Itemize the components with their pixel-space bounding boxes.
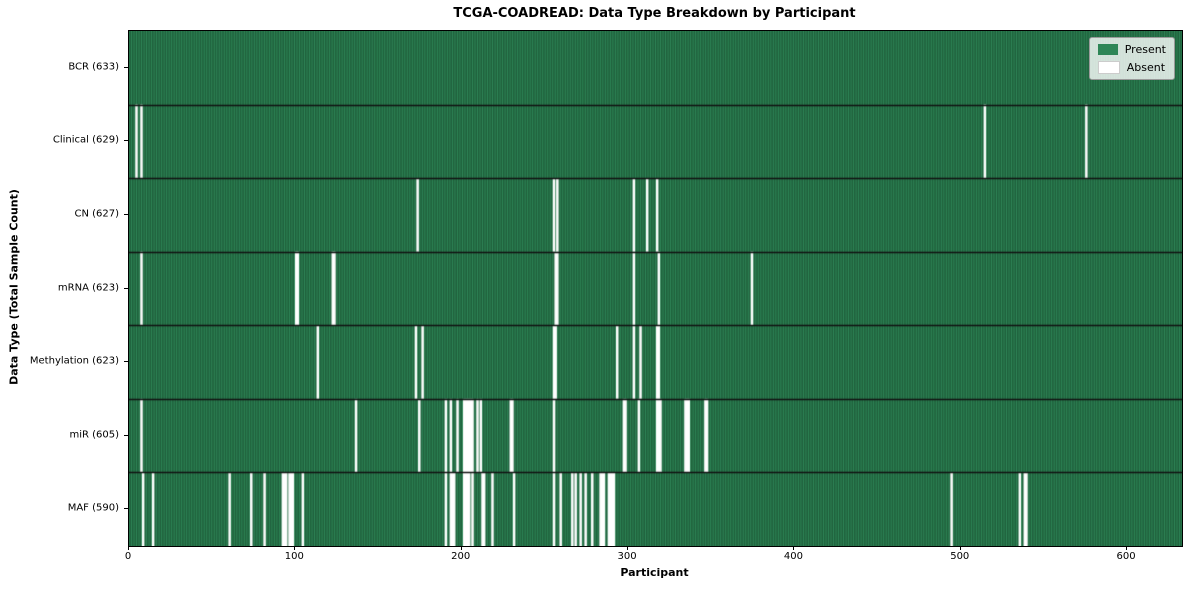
x-axis-label: Participant <box>620 566 689 579</box>
legend-swatch-absent <box>1097 61 1120 74</box>
y-tick-label-clinical: Clinical (629) <box>52 134 119 146</box>
x-tick-label-400: 400 <box>783 551 803 562</box>
legend-label: Present <box>1124 43 1166 56</box>
x-tick-label-600: 600 <box>1116 551 1136 562</box>
x-tick-mark <box>294 546 295 550</box>
chart-title: TCGA-COADREAD: Data Type Breakdown by Pa… <box>453 6 856 21</box>
x-tick-mark <box>793 546 794 550</box>
y-tick-label-bcr: BCR (633) <box>68 61 119 73</box>
x-tick-mark <box>461 546 462 550</box>
y-tick-label-cn: CN (627) <box>74 208 119 220</box>
presence-matrix-canvas <box>129 31 1182 546</box>
y-tick-label-mir: miR (605) <box>69 429 119 441</box>
x-tick-label-0: 0 <box>124 551 132 562</box>
y-tick-mark <box>124 67 129 68</box>
y-tick-mark <box>124 508 129 509</box>
x-tick-mark <box>128 546 129 550</box>
legend-label: Absent <box>1126 61 1166 74</box>
plot-area: Present Absent <box>128 30 1183 547</box>
y-tick-mark <box>124 140 129 141</box>
legend-item-absent: Absent <box>1097 61 1166 74</box>
x-tick-label-200: 200 <box>451 551 471 562</box>
x-tick-label-300: 300 <box>617 551 637 562</box>
x-tick-mark <box>1126 546 1127 550</box>
x-tick-label-100: 100 <box>284 551 304 562</box>
y-tick-mark <box>124 214 129 215</box>
y-tick-mark <box>124 361 129 362</box>
x-tick-mark <box>960 546 961 550</box>
x-tick-mark <box>627 546 628 550</box>
y-tick-label-methylation: Methylation (623) <box>29 355 119 367</box>
y-tick-mark <box>124 435 129 436</box>
legend: Present Absent <box>1088 37 1175 80</box>
y-tick-mark <box>124 288 129 289</box>
legend-swatch-present <box>1097 44 1118 55</box>
y-tick-label-maf: MAF (590) <box>67 502 119 514</box>
y-tick-label-mrna: mRNA (623) <box>57 282 119 293</box>
x-tick-label-500: 500 <box>950 551 970 562</box>
legend-item-present: Present <box>1097 43 1166 56</box>
